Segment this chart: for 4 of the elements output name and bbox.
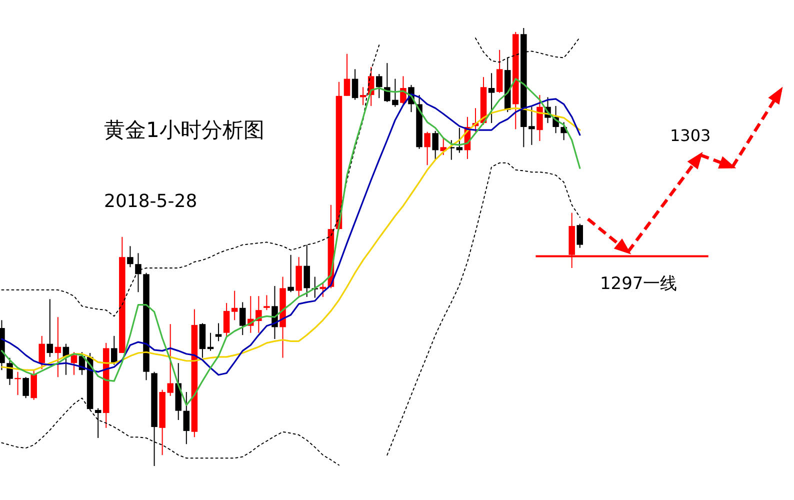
text: 黄金1小时分析图 bbox=[104, 118, 264, 142]
text: 2018-5-28 bbox=[104, 191, 198, 212]
legend-label: 1297一线 bbox=[600, 274, 678, 294]
annotation: 1303 bbox=[670, 126, 711, 146]
